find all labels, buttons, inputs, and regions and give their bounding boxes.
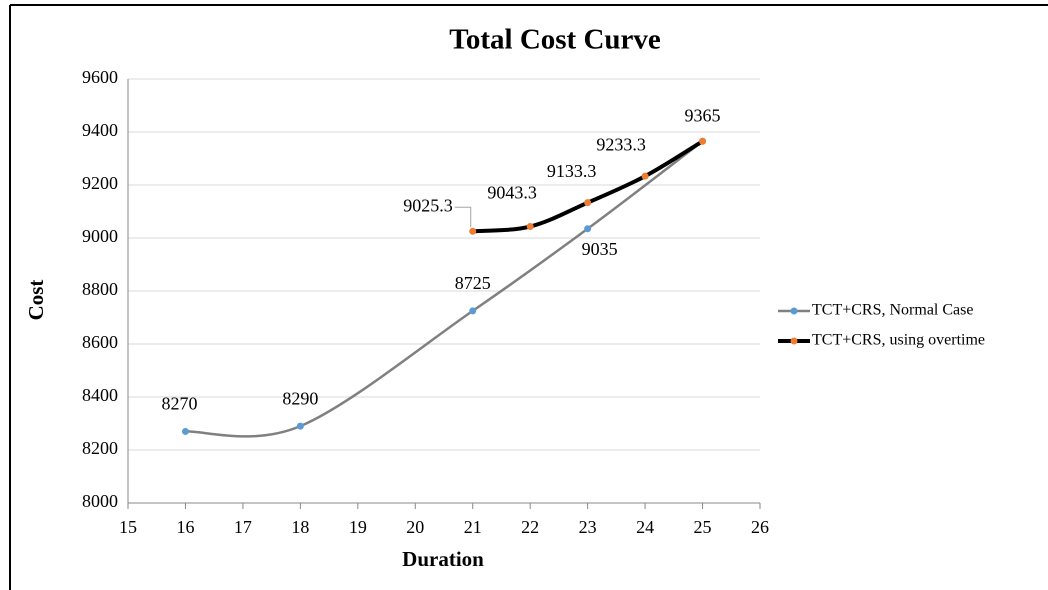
y-tick-label: 8800 xyxy=(82,279,118,299)
data-label: 9365 xyxy=(685,105,721,125)
x-axis-label: Duration xyxy=(402,547,484,571)
x-tick-label: 23 xyxy=(579,517,597,537)
x-tick-label: 17 xyxy=(234,517,252,537)
data-label: 9035 xyxy=(582,239,618,259)
leader-line xyxy=(454,206,472,228)
y-tick-label: 8600 xyxy=(82,332,118,352)
x-tick-label: 15 xyxy=(119,517,137,537)
y-tick-label: 9600 xyxy=(82,67,118,87)
y-tick-label: 9400 xyxy=(82,120,118,140)
y-tick-label: 8000 xyxy=(82,491,118,511)
data-label: 9233.3 xyxy=(596,134,646,154)
x-tick-label: 22 xyxy=(521,517,539,537)
data-point xyxy=(641,172,649,180)
data-point xyxy=(469,227,477,235)
legend-marker xyxy=(790,337,798,345)
x-tick-label: 25 xyxy=(694,517,712,537)
data-point xyxy=(584,199,592,207)
chart-title: Total Cost Curve xyxy=(449,24,661,56)
data-label: 9025.3 xyxy=(403,195,453,215)
data-point xyxy=(296,422,304,430)
data-point xyxy=(469,307,477,315)
y-tick-label: 8400 xyxy=(82,385,118,405)
y-tick-label: 8200 xyxy=(82,438,118,458)
x-tick-label: 16 xyxy=(176,517,194,537)
data-label: 8270 xyxy=(161,394,197,414)
data-label: 8290 xyxy=(282,388,318,408)
x-tick-label: 21 xyxy=(464,517,482,537)
data-label: 9043.3 xyxy=(487,183,537,203)
y-axis-label: Cost xyxy=(24,280,48,321)
data-label: 8725 xyxy=(455,273,491,293)
legend-label: TCT+CRS, Normal Case xyxy=(812,302,973,319)
data-point xyxy=(181,427,189,435)
x-tick-label: 19 xyxy=(349,517,367,537)
y-tick-label: 9000 xyxy=(82,226,118,246)
data-label: 9133.3 xyxy=(547,161,597,181)
data-point xyxy=(699,137,707,145)
legend-marker xyxy=(790,307,798,315)
x-tick-label: 24 xyxy=(636,517,654,537)
legend-label: TCT+CRS, using overtime xyxy=(812,332,985,349)
x-tick-label: 20 xyxy=(406,517,424,537)
data-point xyxy=(526,223,534,231)
data-point xyxy=(584,225,592,233)
x-tick-label: 18 xyxy=(291,517,309,537)
x-tick-label: 26 xyxy=(751,517,769,537)
y-tick-label: 9200 xyxy=(82,173,118,193)
